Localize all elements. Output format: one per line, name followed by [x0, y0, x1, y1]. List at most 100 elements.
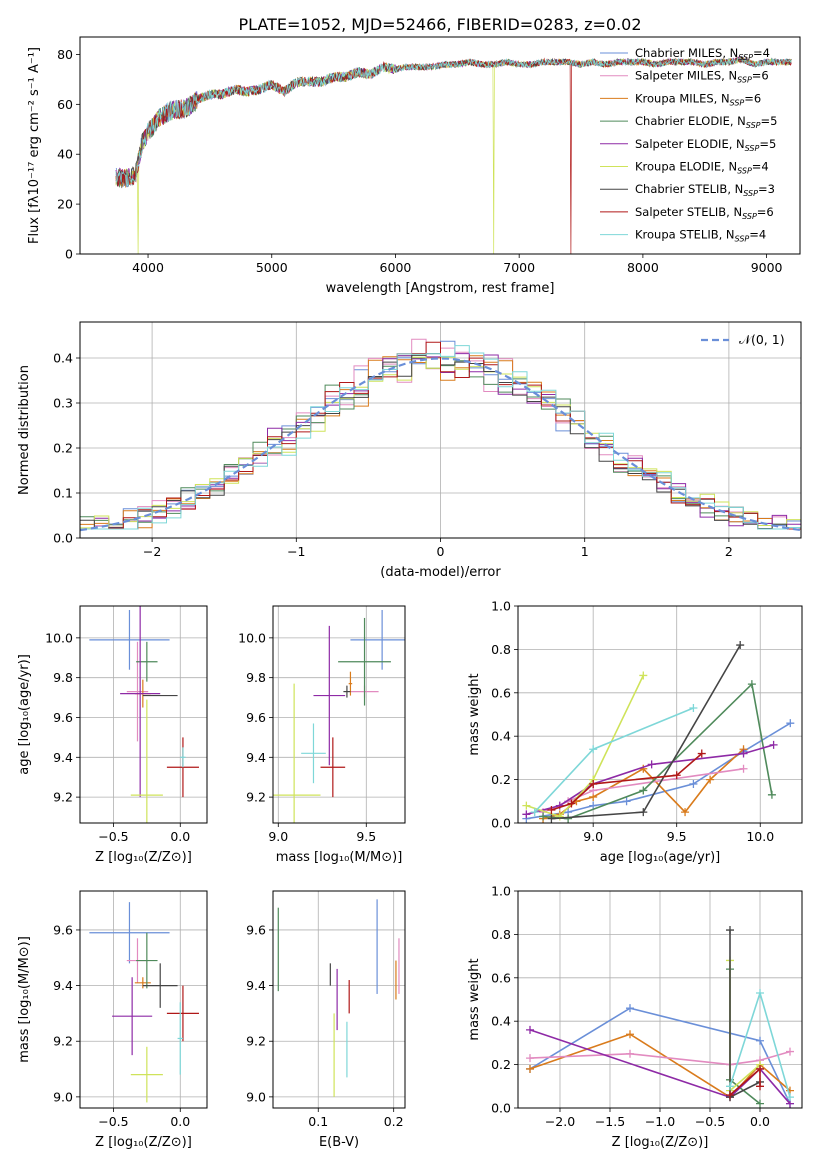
age_mass-content: [273, 609, 405, 823]
y-tick-label: 9.6: [246, 710, 266, 725]
y-tick-label: 60: [57, 97, 73, 112]
y-tick-label: 0.2: [53, 441, 73, 456]
mass_ebv-content: [277, 899, 400, 1097]
spectrum-line-kroupa_stelib: [115, 56, 792, 188]
weight-marker-chabrier_elodie: [756, 1099, 764, 1108]
x-tick-label: 10.0: [746, 829, 774, 844]
y-tick-label: 0.4: [53, 351, 73, 366]
weight-marker-chabrier_miles: [756, 1036, 764, 1045]
x-tick-label: 5000: [256, 260, 288, 275]
x-axis-label: mass [log₁₀(M/M⊙)]: [276, 850, 403, 865]
y-axis-label: age [log₁₀(age/yr)]: [17, 654, 32, 775]
x-tick-label: −1.5: [595, 1114, 625, 1129]
legend-label-chabrier_miles: Chabrier MILES, NSSP=4: [635, 46, 770, 62]
y-tick-label: 1.0: [491, 884, 511, 899]
x-tick-label: 0.0: [170, 1114, 190, 1129]
x-tick-label: −2: [143, 544, 161, 559]
x-tick-label: 0.2: [384, 1114, 404, 1129]
x-tick-label: 9.5: [667, 829, 687, 844]
x-tick-label: 8000: [627, 260, 659, 275]
weight-marker-salpeter_miles: [526, 1054, 534, 1063]
y-tick-label: 10.0: [45, 630, 73, 645]
y-tick-label: 0.2: [491, 1057, 511, 1072]
weight-marker-kroupa_elodie: [522, 801, 531, 810]
weight-marker-kroupa_stelib: [689, 703, 698, 712]
x-tick-label: 9000: [751, 260, 783, 275]
y-tick-label: 0.4: [491, 1014, 511, 1029]
weight-marker-chabrier_elodie: [539, 812, 548, 821]
weight-marker-chabrier_miles: [626, 1004, 634, 1013]
y-tick-label: 0.1: [53, 486, 73, 501]
weight-line-salpeter_elodie: [526, 744, 774, 816]
weight-line-kroupa_miles: [542, 748, 745, 820]
x-axis-label: E(B-V): [319, 1135, 359, 1150]
y-tick-label: 40: [57, 147, 73, 162]
weight-marker-kroupa_stelib: [786, 1093, 794, 1102]
y-axis-label: mass weight: [467, 958, 482, 1040]
axes-frame: [79, 890, 208, 1109]
mass_Z-frame: −0.5 0.0 9.0 9.2 9.4 9.6 Z [log₁₀(Z/Z⊙)] mass […: [17, 890, 208, 1150]
age_Z-frame: −0.5 0.0 9.2 9.4 9.6 9.8 10.0 Z [log₁₀(Z/Z⊙)] ag…: [17, 605, 208, 865]
y-tick-label: 9.6: [246, 922, 266, 937]
y-axis-label: Flux [fλ10⁻¹⁷ erg cm⁻² s⁻¹ A⁻¹]: [27, 47, 42, 244]
weight-marker-kroupa_stelib: [756, 988, 764, 997]
gaussian-curve: [80, 357, 801, 532]
weight_age-panel: 9.0 9.5 10.0 0.0 0.2 0.4 0.6 0.8 1.0 age [log₁₀(a…: [467, 599, 803, 865]
spectrum-line-salpeter_stelib: [115, 55, 792, 254]
weight-marker-chabrier_elodie: [767, 790, 776, 799]
legend-label-kroupa_miles: Kroupa MILES, NSSP=6: [635, 91, 761, 107]
y-tick-label: 9.2: [246, 790, 266, 805]
y-tick-label: 9.8: [246, 670, 266, 685]
age_mass-panel: 9.0 9.5 9.2 9.4 9.6 9.8 10.0 mass [log₁₀(M/M⊙)]: [238, 605, 406, 865]
weight-marker-salpeter_stelib: [697, 749, 706, 758]
x-tick-label: 0.0: [750, 1114, 770, 1129]
legend-label-salpeter_elodie: Salpeter ELODIE, NSSP=5: [635, 137, 776, 153]
x-axis-label: wavelength [Angstrom, rest frame]: [326, 281, 555, 296]
legend-label-chabrier_elodie: Chabrier ELODIE, NSSP=5: [635, 114, 777, 130]
figure-title: PLATE=1052, MJD=52466, FIBERID=0283, z=0…: [238, 15, 641, 34]
x-tick-label: −1: [287, 544, 305, 559]
x-tick-label: 0: [437, 544, 445, 559]
legend-label-kroupa_elodie: Kroupa ELODIE, NSSP=4: [635, 160, 769, 176]
y-tick-label: 0.6: [491, 685, 511, 700]
y-tick-label: 9.4: [53, 750, 73, 765]
mass_Z-panel: −0.5 0.0 9.0 9.2 9.4 9.6 Z [log₁₀(Z/Z⊙)] mass […: [17, 890, 208, 1150]
legend-label-salpeter_stelib: Salpeter STELIB, NSSP=6: [635, 205, 774, 221]
y-axis-label: Normed distribution: [17, 365, 32, 495]
weight-marker-kroupa_miles: [681, 808, 690, 817]
weight-marker-kroupa_stelib: [530, 808, 539, 817]
x-tick-label: 4000: [132, 260, 164, 275]
weight-marker-salpeter_stelib: [756, 1064, 764, 1073]
weight_Z-frame: −2.0 −1.5 −1.0 −0.5 0.0 0.0 0.2 0.4 0.6 0.8 1.0 Z […: [467, 884, 803, 1150]
spectrum-panel: 4000 5000 6000 7000 8000 9000 0 20 40 60 80 wavelen…: [27, 36, 801, 296]
weight-marker-salpeter_stelib: [547, 805, 556, 814]
y-tick-label: 0.4: [491, 729, 511, 744]
weight-marker-kroupa_stelib: [726, 1082, 734, 1091]
x-tick-label: −0.5: [695, 1114, 725, 1129]
weight-marker-salpeter_miles: [739, 764, 748, 773]
weight-marker-salpeter_miles: [626, 1049, 634, 1058]
axes-frame: [79, 36, 801, 255]
spectrum-content: [115, 55, 792, 254]
weight-marker-chabrier_miles: [689, 779, 698, 788]
legend-label-kroupa_stelib: Kroupa STELIB, NSSP=4: [635, 228, 766, 244]
weight-marker-salpeter_elodie: [647, 760, 656, 769]
weight_age-content: [522, 641, 795, 823]
y-tick-label: 80: [57, 47, 73, 62]
y-tick-label: 0.0: [53, 531, 73, 546]
legend-label-salpeter_miles: Salpeter MILES, NSSP=6: [635, 69, 769, 85]
weight-marker-chabrier_miles: [786, 719, 795, 728]
weight-marker-chabrier_elodie: [564, 814, 573, 823]
y-tick-label: 0.0: [491, 816, 511, 831]
x-tick-label: −2.0: [545, 1114, 575, 1129]
mass_Z-content: [89, 902, 199, 1103]
x-tick-label: 9.0: [583, 829, 603, 844]
weight-marker-salpeter_stelib: [672, 771, 681, 780]
weight-line-chabrier_miles: [529, 1007, 791, 1105]
legend-label-chabrier_stelib: Chabrier STELIB, NSSP=3: [635, 182, 775, 198]
y-tick-label: 20: [57, 197, 73, 212]
y-axis-label: mass weight: [467, 673, 482, 755]
x-tick-label: −0.5: [98, 1114, 128, 1129]
weight-line-kroupa_elodie: [526, 675, 645, 818]
